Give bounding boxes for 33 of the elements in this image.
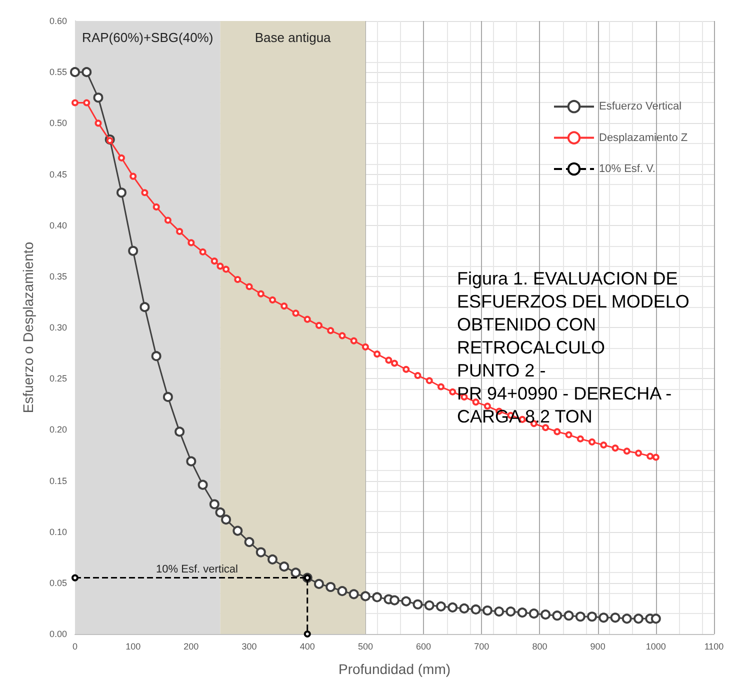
band-label: Base antigua <box>254 30 332 45</box>
y-tick-label: 0.10 <box>49 526 67 537</box>
legend-label: 10% Esf. V. <box>599 163 656 175</box>
y-tick-label: 0.50 <box>49 118 67 128</box>
x-tick-label: 600 <box>416 642 432 652</box>
x-tick-label: 1000 <box>646 642 666 652</box>
x-tick-label: 300 <box>242 642 257 652</box>
x-tick-label: 900 <box>590 642 606 652</box>
x-tick-label: 400 <box>300 642 315 652</box>
x-axis-title: Profundidad (mm) <box>338 661 451 677</box>
y-tick-label: 0.30 <box>49 322 67 332</box>
legend-label: Esfuerzo Vertical <box>599 100 682 113</box>
y-tick-label: 0.20 <box>49 424 67 435</box>
x-tick-label: 500 <box>358 642 373 652</box>
band-label: RAP(60%)+SBG(40%) <box>82 30 214 45</box>
y-tick-label: 0.15 <box>49 476 67 486</box>
x-tick-label: 100 <box>126 642 141 652</box>
x-tick-label: 1100 <box>704 642 724 652</box>
x-tick-label: 700 <box>474 642 490 652</box>
y-axis-title: Esfuerzo o Desplazamiento <box>20 242 36 414</box>
y-tick-label: 0.55 <box>49 67 67 78</box>
y-tick-label: 0.40 <box>49 220 67 230</box>
annotation: 10% Esf. vertical <box>156 563 238 576</box>
y-tick-label: 0.45 <box>49 169 67 180</box>
y-tick-label: 0.05 <box>49 578 67 588</box>
y-tick-label: 0.00 <box>49 629 67 639</box>
x-tick-label: 800 <box>532 642 548 652</box>
x-tick-label: 200 <box>184 642 199 652</box>
y-tick-label: 0.35 <box>49 271 67 282</box>
legend-label: Desplazamiento Z <box>599 132 688 144</box>
x-tick-label: 0 <box>72 642 78 652</box>
y-tick-label: 0.25 <box>49 374 67 384</box>
y-tick-label: 0.60 <box>49 16 67 26</box>
